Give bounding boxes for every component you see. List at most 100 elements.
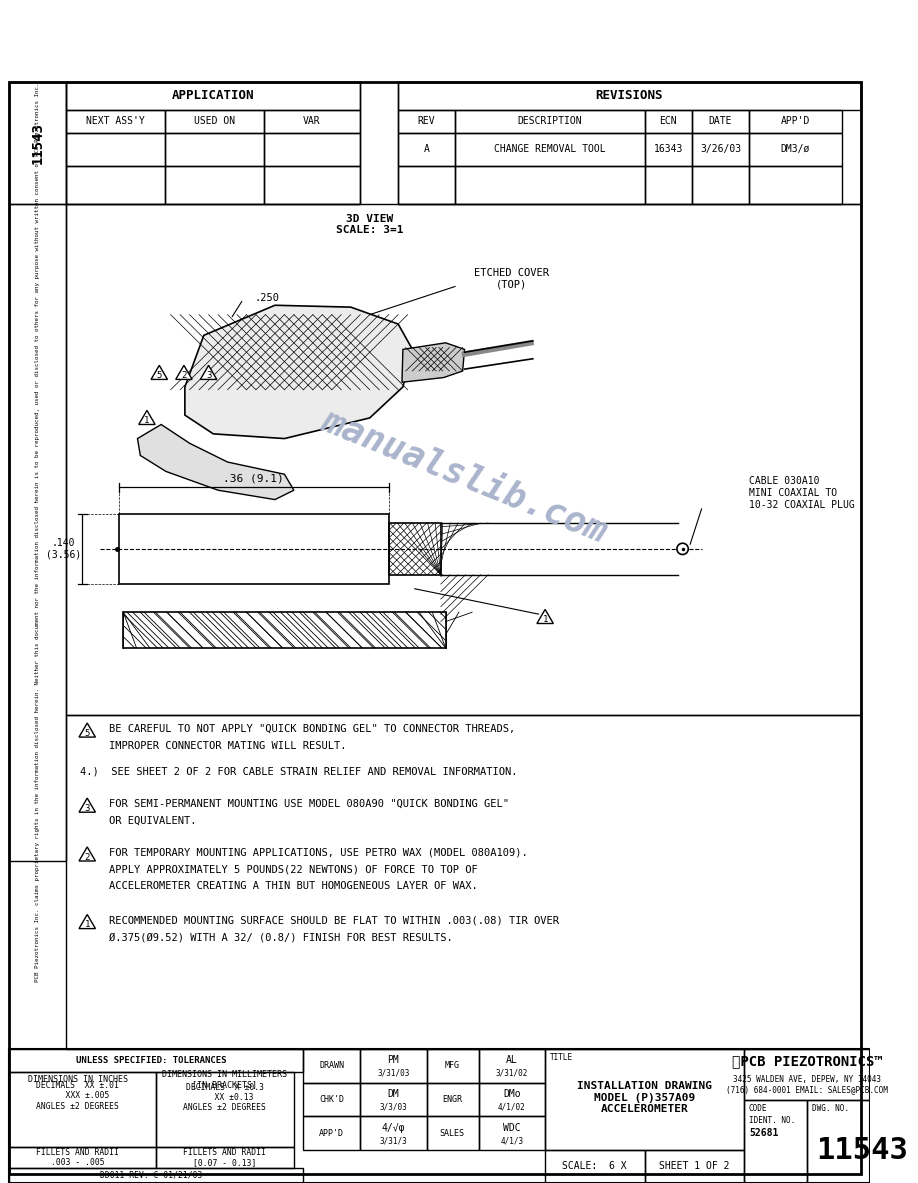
Polygon shape xyxy=(402,343,465,382)
Bar xyxy=(9,203,66,861)
Text: RECOMMENDED MOUNTING SURFACE SHOULD BE FLAT TO WITHIN .003(.08) TIR OVER: RECOMMENDED MOUNTING SURFACE SHOULD BE F… xyxy=(109,916,559,925)
Text: ENGR: ENGR xyxy=(442,1095,463,1104)
Text: IDENT. NO.: IDENT. NO. xyxy=(749,1116,795,1125)
Text: 3: 3 xyxy=(206,371,211,380)
Text: 3: 3 xyxy=(84,804,90,813)
Text: 1: 1 xyxy=(543,615,548,625)
Bar xyxy=(66,203,861,716)
Text: ACCELEROMETER CREATING A THIN BUT HOMOGENEOUS LAYER OF WAX.: ACCELEROMETER CREATING A THIN BUT HOMOGE… xyxy=(109,881,477,891)
Text: DWG. NO.: DWG. NO. xyxy=(812,1105,848,1113)
Text: 11543: 11543 xyxy=(31,122,45,163)
Bar xyxy=(66,82,360,203)
Text: NEXT ASS'Y: NEXT ASS'Y xyxy=(86,116,145,127)
Text: DM: DM xyxy=(387,1088,399,1099)
Bar xyxy=(66,167,165,203)
Text: FOR TEMPORARY MOUNTING APPLICATIONS, USE PETRO WAX (MODEL 080A109).: FOR TEMPORARY MOUNTING APPLICATIONS, USE… xyxy=(109,847,528,858)
Polygon shape xyxy=(537,609,554,623)
Text: ETCHED COVER
(TOP): ETCHED COVER (TOP) xyxy=(475,269,550,290)
Text: 16343: 16343 xyxy=(654,144,683,155)
Text: manualslib.com: manualslib.com xyxy=(317,403,612,549)
Bar xyxy=(692,167,749,203)
Text: DECIMALS  XX ±.01
    XXX ±.005
ANGLES ±2 DEGREES: DECIMALS XX ±.01 XXX ±.005 ANGLES ±2 DEG… xyxy=(37,1081,119,1111)
Bar xyxy=(303,1049,360,1082)
Text: IMPROPER CONNECTOR MATING WILL RESULT.: IMPROPER CONNECTOR MATING WILL RESULT. xyxy=(109,741,346,750)
Bar xyxy=(360,1082,427,1117)
Text: DD011 REV. C 01/21/03: DD011 REV. C 01/21/03 xyxy=(100,1171,203,1179)
Bar xyxy=(263,167,360,203)
Bar xyxy=(9,1049,870,1183)
Bar xyxy=(644,167,692,203)
Text: USED ON: USED ON xyxy=(194,116,235,127)
Text: DESCRIPTION: DESCRIPTION xyxy=(518,116,582,127)
Text: 4.)  SEE SHEET 2 OF 2 FOR CABLE STRAIN RELIEF AND REMOVAL INFORMATION.: 4.) SEE SHEET 2 OF 2 FOR CABLE STRAIN RE… xyxy=(80,767,517,777)
Bar xyxy=(427,1117,479,1150)
Text: 5: 5 xyxy=(157,371,162,380)
Bar xyxy=(749,110,842,134)
Bar xyxy=(545,1150,644,1183)
Text: 2: 2 xyxy=(181,371,186,380)
Text: 3/26/03: 3/26/03 xyxy=(700,144,741,155)
Text: Ø.375(Ø9.52) WITH A 32/ (0.8/) FINISH FOR BEST RESULTS.: Ø.375(Ø9.52) WITH A 32/ (0.8/) FINISH FO… xyxy=(109,932,453,942)
Bar xyxy=(9,82,66,203)
Text: DRAWN: DRAWN xyxy=(319,1061,344,1071)
Text: APPLICATION: APPLICATION xyxy=(172,90,254,103)
Bar xyxy=(303,1117,360,1150)
Text: 3D VIEW
SCALE: 3=1: 3D VIEW SCALE: 3=1 xyxy=(336,214,404,235)
Text: BE CAREFUL TO NOT APPLY "QUICK BONDING GEL" TO CONNECTOR THREADS,: BE CAREFUL TO NOT APPLY "QUICK BONDING G… xyxy=(109,724,515,733)
Text: FOR SEMI-PERMANENT MOUNTING USE MODEL 080A90 "QUICK BONDING GEL": FOR SEMI-PERMANENT MOUNTING USE MODEL 08… xyxy=(109,799,509,809)
Text: DIMENSIONS IN MILLIMETERS
[IN BRACKETS]: DIMENSIONS IN MILLIMETERS [IN BRACKETS] xyxy=(162,1071,287,1090)
Polygon shape xyxy=(138,425,294,499)
Bar xyxy=(398,134,455,167)
Bar xyxy=(479,1082,545,1117)
Polygon shape xyxy=(79,799,95,813)
Text: OR EQUIVALENT.: OR EQUIVALENT. xyxy=(109,815,196,826)
Bar xyxy=(398,167,455,203)
Text: CABLE 030A10
MINI COAXIAL TO
10-32 COAXIAL PLUG: CABLE 030A10 MINI COAXIAL TO 10-32 COAXI… xyxy=(749,477,855,510)
Text: 52681: 52681 xyxy=(749,1129,778,1138)
Bar xyxy=(455,167,644,203)
Text: PCB Piezotronics Inc. claims proprietary rights in the information disclosed her: PCB Piezotronics Inc. claims proprietary… xyxy=(36,83,40,982)
Text: APP'D: APP'D xyxy=(319,1129,344,1138)
Text: DMo: DMo xyxy=(503,1088,521,1099)
Bar xyxy=(692,134,749,167)
Text: FILLETS AND RADII
[0.07 - 0.13]: FILLETS AND RADII [0.07 - 0.13] xyxy=(184,1148,266,1168)
Text: 1: 1 xyxy=(84,920,90,930)
Bar xyxy=(360,1049,427,1082)
Bar xyxy=(692,110,749,134)
Text: .250: .250 xyxy=(254,292,279,303)
Bar xyxy=(744,1049,870,1100)
Bar xyxy=(427,1082,479,1117)
Bar xyxy=(303,1082,360,1117)
Text: A: A xyxy=(424,144,430,155)
Bar xyxy=(263,110,360,134)
Text: APP'D: APP'D xyxy=(780,116,810,127)
Bar xyxy=(263,134,360,167)
Text: CHK'D: CHK'D xyxy=(319,1095,344,1104)
Text: 3425 WALDEN AVE, DEPEW, NY 14043
(716) 684-0001 EMAIL: SALES@PCB.COM: 3425 WALDEN AVE, DEPEW, NY 14043 (716) 6… xyxy=(726,1074,889,1094)
Polygon shape xyxy=(79,847,95,861)
Text: 5: 5 xyxy=(84,729,90,738)
Text: 3/31/3: 3/31/3 xyxy=(379,1136,408,1145)
Bar xyxy=(66,134,165,167)
Bar xyxy=(156,1148,294,1168)
Text: 2: 2 xyxy=(84,853,90,861)
Text: SCALE:  6 X: SCALE: 6 X xyxy=(562,1161,627,1171)
Text: 3/31/02: 3/31/02 xyxy=(496,1068,528,1078)
Bar xyxy=(398,82,861,203)
Bar xyxy=(156,1072,294,1148)
Text: ECN: ECN xyxy=(659,116,677,127)
Bar xyxy=(398,110,455,134)
Polygon shape xyxy=(151,366,167,380)
Text: DECIMALS  X ±0.3
    XX ±0.13
ANGLES ±2 DEGREES: DECIMALS X ±0.3 XX ±0.13 ANGLES ±2 DEGRE… xyxy=(184,1082,266,1112)
Text: APPLY APPROXIMATELY 5 POUNDS(22 NEWTONS) OF FORCE TO TOP OF: APPLY APPROXIMATELY 5 POUNDS(22 NEWTONS)… xyxy=(109,865,477,874)
Bar xyxy=(9,1148,156,1168)
Bar xyxy=(749,134,842,167)
Bar xyxy=(644,134,692,167)
Text: WDC: WDC xyxy=(503,1123,521,1132)
Polygon shape xyxy=(79,723,95,737)
Bar xyxy=(455,110,644,134)
Bar xyxy=(398,82,861,110)
Bar xyxy=(644,110,692,134)
Bar xyxy=(388,523,441,575)
Polygon shape xyxy=(139,411,155,425)
